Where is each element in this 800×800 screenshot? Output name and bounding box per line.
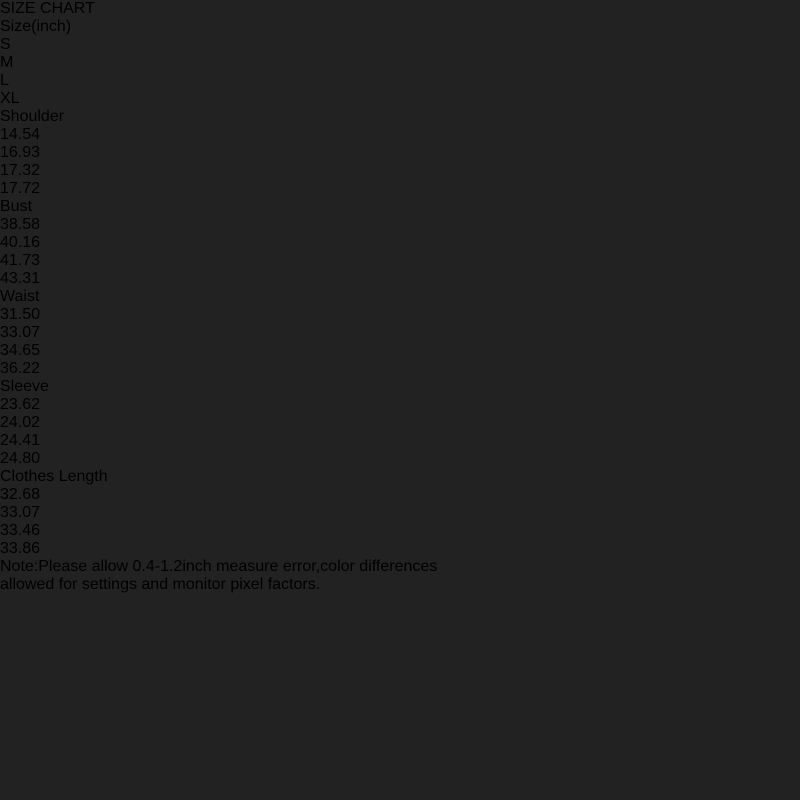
clothes-length-xl: 33.86 [0, 540, 41, 557]
waist-xl: 36.22 [0, 360, 41, 377]
bust-xl: 43.31 [0, 270, 41, 287]
sleeve-xl: 24.80 [0, 450, 41, 467]
header-size-l: L [0, 72, 9, 89]
clothes-length-m: 33.07 [0, 504, 41, 521]
waist-s: 31.50 [0, 306, 41, 323]
measure-note-line-2: allowed for settings and monitor pixel f… [0, 576, 321, 593]
page-title: SIZE CHART [0, 0, 95, 17]
shoulder-xl: 17.72 [0, 180, 41, 197]
header-size-unit: Size(inch) [0, 18, 72, 35]
row-label-bust: Bust [0, 198, 33, 215]
waist-m: 33.07 [0, 324, 41, 341]
sleeve-l: 24.41 [0, 432, 41, 449]
shoulder-m: 16.93 [0, 144, 41, 161]
clothes-length-s: 32.68 [0, 486, 41, 503]
row-label-sleeve: Sleeve [0, 378, 49, 395]
bust-l: 41.73 [0, 252, 41, 269]
header-size-m: M [0, 54, 14, 71]
shoulder-s: 14.54 [0, 126, 41, 143]
header-size-xl: XL [0, 90, 20, 107]
row-label-waist: Waist [0, 288, 40, 305]
row-label-shoulder: Shoulder [0, 108, 65, 125]
bust-m: 40.16 [0, 234, 41, 251]
row-label-clothes-length: Clothes Length [0, 468, 108, 485]
measure-note: Note:Please allow 0.4-1.2inch measure er… [0, 558, 800, 594]
header-size-s: S [0, 36, 11, 53]
size-chart-content: SIZE CHART Size(inch) S M L XL Shoulder … [0, 0, 800, 594]
clothes-length-l: 33.46 [0, 522, 41, 539]
sleeve-m: 24.02 [0, 414, 41, 431]
waist-l: 34.65 [0, 342, 41, 359]
shoulder-l: 17.32 [0, 162, 41, 179]
measure-note-line-1: Note:Please allow 0.4-1.2inch measure er… [0, 558, 438, 575]
sleeve-s: 23.62 [0, 396, 41, 413]
bust-s: 38.58 [0, 216, 41, 233]
